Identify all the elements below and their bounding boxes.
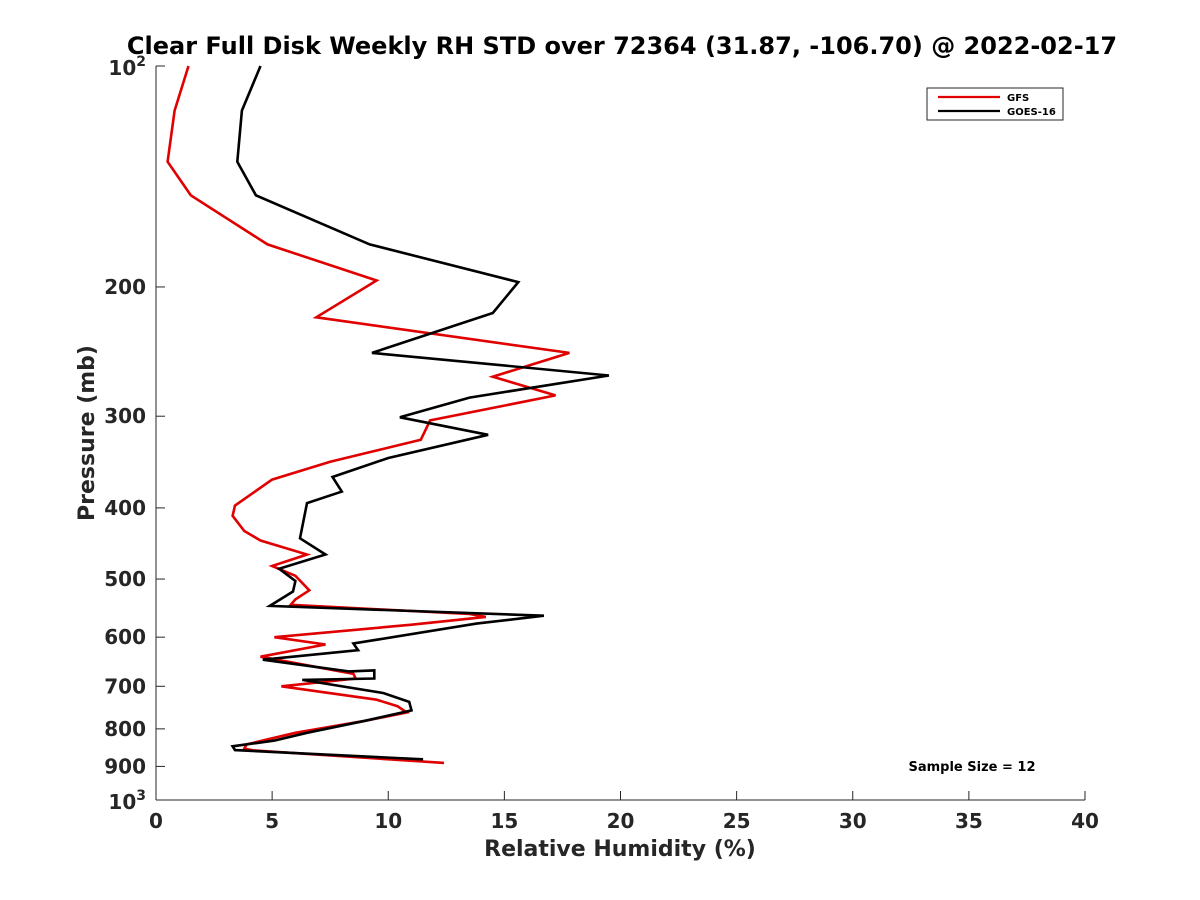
x-tick-label: 35	[955, 809, 983, 833]
chart-title: Clear Full Disk Weekly RH STD over 72364…	[127, 32, 1117, 60]
x-tick-label: 30	[839, 809, 867, 833]
x-axis-label: Relative Humidity (%)	[484, 837, 756, 862]
legend-label-goes16: GOES-16	[1007, 107, 1056, 118]
y-tick-label: 400	[104, 496, 146, 520]
y-tick-label: 103	[108, 788, 146, 814]
x-tick-label: 5	[265, 809, 279, 833]
x-tick-label: 15	[490, 809, 518, 833]
x-tick-label: 10	[374, 809, 402, 833]
axes	[155, 66, 1085, 801]
y-tick-label: 600	[104, 625, 146, 649]
y-tick-label: 102	[108, 54, 146, 80]
x-tick-label: 0	[149, 809, 163, 833]
x-tick-label: 20	[607, 809, 635, 833]
y-axis-ticks: 102 200 300 400 500 600 700 800 900 103	[104, 54, 165, 814]
series-line-goes16	[230, 65, 610, 761]
y-tick-label: 900	[104, 754, 146, 778]
x-tick-label: 25	[723, 809, 751, 833]
x-tick-label: 40	[1071, 809, 1099, 833]
y-tick-label: 500	[104, 567, 146, 591]
x-axis-ticks: 0 5 10 15 20 25 30 35 40	[149, 791, 1099, 833]
legend: GFS GOES-16	[926, 87, 1064, 121]
y-tick-label: 800	[104, 717, 146, 741]
y-tick-label: 700	[104, 674, 146, 698]
sample-size-annotation: Sample Size = 12	[908, 760, 1035, 775]
y-tick-label: 300	[104, 404, 146, 428]
series-line-gfs	[166, 65, 570, 765]
y-axis-label: Pressure (mb)	[75, 345, 100, 521]
y-tick-label: 200	[104, 275, 146, 299]
legend-label-gfs: GFS	[1007, 93, 1029, 104]
legend-box	[926, 87, 1064, 121]
plot-area	[166, 65, 610, 765]
